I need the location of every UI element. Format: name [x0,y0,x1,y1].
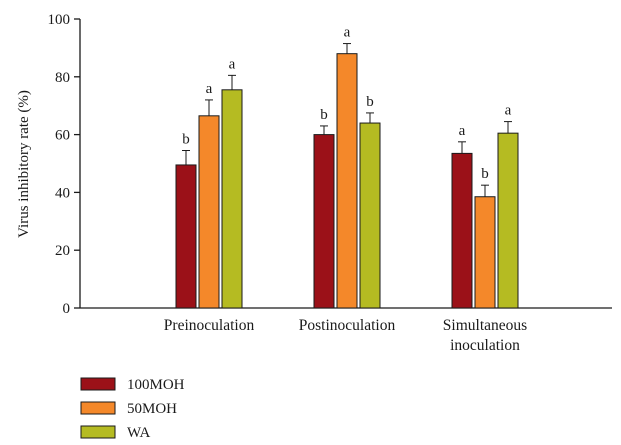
x-category-label: Simultaneous [443,317,527,334]
category-labels: Preinoculation Postinoculation Simultaneou… [164,317,527,354]
y-ticks: 0 20 40 60 80 100 [48,12,80,317]
y-tick-label: 20 [55,243,70,259]
y-tick-label: 100 [48,12,71,28]
bar-wa-0 [221,89,243,309]
y-tick-label: 40 [55,185,70,201]
y-axis-title: Virus inhibitory rate (%) [16,90,32,238]
significance-label: a [229,56,236,72]
significance-label: a [206,81,213,97]
significance-label: a [505,103,512,119]
significance-label: a [344,25,351,41]
y-tick-label: 80 [55,70,70,86]
legend-label: 50MOH [127,401,177,417]
significance-label: b [481,166,489,182]
bar-50moh-1 [336,53,358,309]
legend-label: 100MOH [127,377,185,393]
legend-swatch-wa [80,425,116,439]
legend-swatch-50moh [80,401,116,415]
significance-label: b [320,107,328,123]
significance-label: a [459,123,466,139]
bar-100moh-1 [313,134,335,309]
bar-50moh-0 [198,115,220,309]
y-tick-label: 0 [63,301,71,317]
bar-100moh-2 [451,152,473,309]
bar-wa-2 [497,132,519,309]
legend-swatch-100moh [80,377,116,391]
x-category-label: inoculation [450,337,520,354]
x-category-label: Postinoculation [299,317,396,334]
significance-label: b [182,131,190,147]
significance-label: b [366,94,374,110]
bar-50moh-2 [474,196,496,309]
y-tick-label: 60 [55,128,70,144]
legend-label: WA [127,425,150,441]
bar-wa-1 [359,122,381,309]
x-category-label: Preinoculation [164,317,255,334]
bar-100moh-0 [175,164,197,309]
legend: 100MOH 50MOH WA [80,377,185,441]
